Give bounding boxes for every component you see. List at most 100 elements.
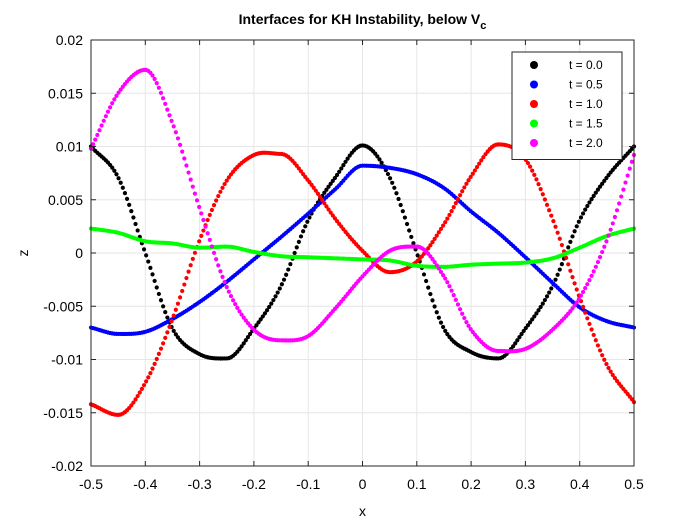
- data-point: [165, 315, 170, 320]
- data-point: [124, 196, 130, 201]
- data-point: [292, 250, 297, 256]
- data-point: [122, 191, 128, 196]
- chart-title-subscript: c: [480, 20, 486, 32]
- data-point: [587, 321, 592, 327]
- data-point: [576, 219, 581, 224]
- data-point: [262, 311, 268, 316]
- data-point: [404, 221, 410, 227]
- data-point: [540, 192, 545, 197]
- data-point: [197, 204, 202, 210]
- legend-label: t = 0.5: [569, 78, 603, 92]
- data-point: [623, 180, 628, 185]
- data-point: [188, 177, 193, 182]
- data-point: [517, 335, 522, 340]
- data-point: [277, 286, 282, 291]
- data-point: [570, 275, 575, 280]
- data-point: [521, 328, 526, 334]
- legend-marker: [530, 119, 538, 128]
- data-point: [542, 297, 548, 303]
- data-point: [207, 212, 212, 218]
- data-point: [547, 208, 552, 213]
- data-point: [167, 113, 172, 118]
- series-4: [88, 67, 637, 354]
- data-point: [572, 303, 577, 308]
- legend-marker: [530, 61, 538, 69]
- data-point: [184, 163, 189, 168]
- data-point: [154, 356, 159, 362]
- data-point: [233, 302, 238, 307]
- data-point: [583, 207, 588, 212]
- data-point: [158, 346, 164, 351]
- data-point: [317, 194, 323, 199]
- data-point: [457, 193, 463, 198]
- data-point: [152, 361, 157, 367]
- x-tick-label: 0.3: [516, 476, 536, 492]
- data-point: [604, 239, 609, 244]
- data-point: [173, 307, 178, 312]
- data-point: [604, 361, 609, 367]
- data-point: [216, 193, 221, 199]
- data-point: [216, 263, 221, 268]
- data-point: [608, 227, 613, 232]
- data-point: [341, 163, 346, 168]
- data-point: [171, 124, 176, 129]
- data-point: [549, 286, 554, 291]
- data-point: [214, 257, 219, 262]
- data-point: [328, 210, 333, 215]
- data-point: [254, 323, 259, 328]
- data-point: [118, 87, 123, 92]
- data-point: [438, 269, 444, 274]
- data-point: [578, 215, 584, 220]
- data-point: [426, 285, 431, 290]
- data-point: [466, 323, 471, 328]
- data-point: [597, 184, 603, 189]
- data-point: [343, 159, 348, 164]
- data-point: [161, 304, 166, 309]
- data-point: [328, 181, 333, 186]
- y-tick-label: -0.015: [43, 405, 83, 421]
- data-point: [334, 172, 340, 178]
- y-tick-label: 0.015: [48, 85, 83, 101]
- data-point: [574, 287, 579, 292]
- y-tick-label: -0.02: [51, 458, 83, 474]
- data-point: [158, 90, 164, 95]
- data-point: [239, 312, 244, 317]
- data-point: [544, 294, 550, 299]
- data-point: [199, 233, 204, 238]
- data-point: [205, 231, 210, 236]
- data-point: [455, 302, 461, 307]
- data-point: [201, 217, 206, 223]
- data-point: [553, 224, 558, 229]
- data-point: [460, 189, 465, 194]
- data-point: [559, 262, 564, 267]
- data-point: [296, 239, 301, 244]
- data-point: [144, 379, 149, 384]
- data-point: [120, 185, 125, 190]
- y-tick-label: 0.02: [56, 32, 83, 48]
- data-point: [129, 403, 134, 408]
- data-point: [530, 317, 535, 322]
- data-point: [447, 212, 452, 218]
- data-point: [186, 170, 191, 175]
- y-tick-label: 0: [75, 245, 83, 261]
- data-point: [205, 217, 210, 223]
- data-point: [557, 267, 562, 272]
- data-point: [589, 273, 594, 278]
- data-point: [211, 203, 217, 208]
- data-point: [226, 289, 231, 294]
- data-point: [570, 234, 575, 239]
- x-tick-label: -0.4: [133, 476, 157, 492]
- data-point: [621, 187, 626, 192]
- data-point: [432, 236, 437, 241]
- data-point: [585, 316, 590, 321]
- data-point: [226, 175, 231, 180]
- data-point: [568, 239, 573, 244]
- data-point: [542, 197, 548, 202]
- data-point: [595, 259, 601, 265]
- data-point: [470, 171, 475, 176]
- data-point: [118, 180, 123, 185]
- data-point: [135, 228, 140, 233]
- data-point: [430, 298, 435, 303]
- data-point: [434, 310, 439, 315]
